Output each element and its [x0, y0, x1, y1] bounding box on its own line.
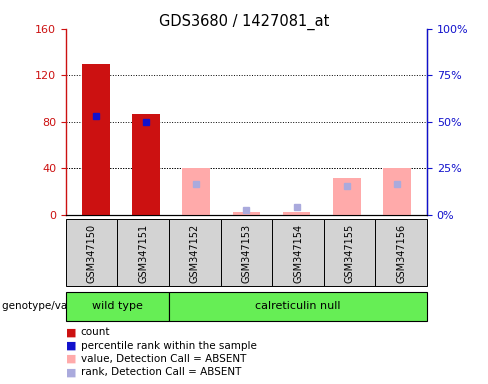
Text: ■: ■: [66, 354, 77, 364]
Text: ■: ■: [66, 327, 77, 337]
Bar: [233, 212, 260, 215]
Text: GDS3680 / 1427081_at: GDS3680 / 1427081_at: [159, 13, 329, 30]
Text: count: count: [81, 327, 110, 337]
Text: GSM347151: GSM347151: [138, 224, 148, 283]
Text: rank, Detection Call = ABSENT: rank, Detection Call = ABSENT: [81, 367, 241, 377]
Text: calreticulin null: calreticulin null: [255, 301, 341, 311]
Text: value, Detection Call = ABSENT: value, Detection Call = ABSENT: [81, 354, 246, 364]
Text: GSM347156: GSM347156: [396, 224, 406, 283]
Text: GSM347154: GSM347154: [293, 224, 303, 283]
Text: ■: ■: [66, 367, 77, 377]
Bar: [183, 169, 210, 215]
Text: GSM347153: GSM347153: [242, 224, 251, 283]
Bar: [132, 114, 160, 215]
Bar: [283, 212, 310, 215]
Text: wild type: wild type: [92, 301, 143, 311]
Text: GSM347150: GSM347150: [87, 224, 97, 283]
Text: GSM347155: GSM347155: [345, 224, 355, 283]
Text: genotype/variation ▶: genotype/variation ▶: [2, 301, 113, 311]
Text: percentile rank within the sample: percentile rank within the sample: [81, 341, 256, 351]
Bar: [383, 169, 411, 215]
Bar: [82, 64, 110, 215]
Text: GSM347152: GSM347152: [190, 224, 200, 283]
Bar: [333, 178, 361, 215]
Text: ■: ■: [66, 341, 77, 351]
